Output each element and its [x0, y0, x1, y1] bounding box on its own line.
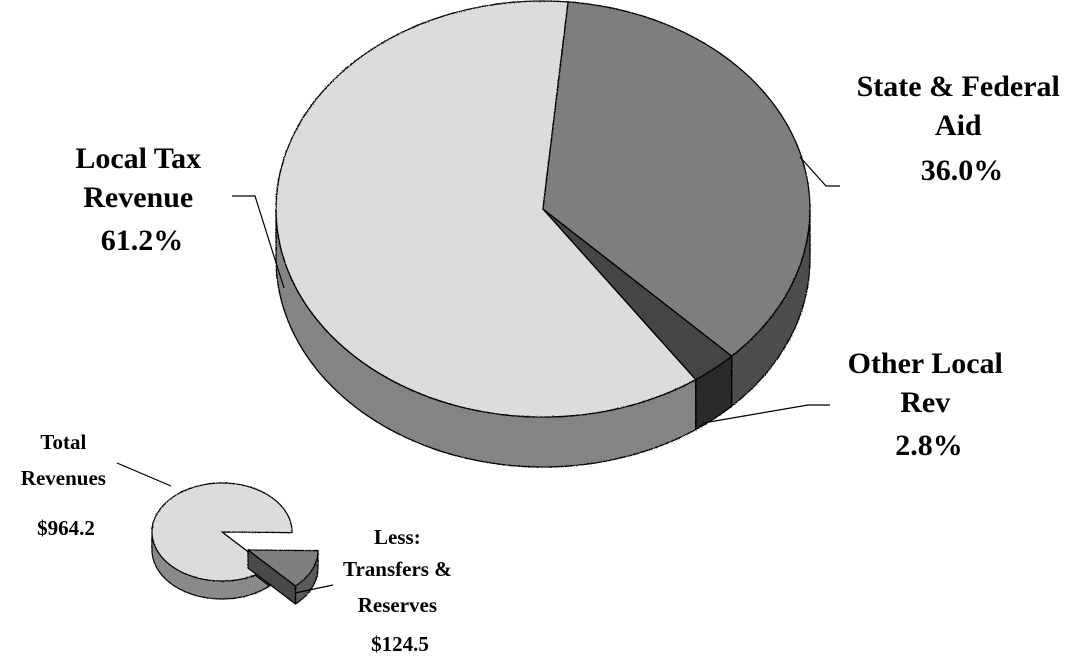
label-transfers-reserves: Less: Transfers & Reserves $124.5	[343, 525, 457, 656]
leader-line-other-local	[702, 404, 830, 424]
leader-line-state-federal	[799, 156, 840, 187]
leader-line-total-revenues	[116, 462, 172, 487]
slice-transfers-reserves	[247, 549, 319, 587]
slice-state-federal	[542, 1, 811, 357]
label-state-federal: State & Federal Aid 36.0%	[857, 70, 1068, 187]
leader-line-transfers	[294, 584, 334, 594]
slice-local-tax	[275, 0, 697, 418]
label-other-local: Other Local Rev 2.8%	[848, 347, 1011, 462]
small-pie	[151, 482, 319, 605]
label-local-tax: Local Tax Revenue 61.2%	[75, 142, 208, 257]
slice-other-local	[542, 208, 733, 381]
label-total-revenues: Total Revenues $964.2	[21, 430, 111, 540]
leader-lines	[116, 156, 840, 594]
main-pie	[275, 0, 811, 468]
slice-total-revenues	[151, 482, 293, 582]
leader-line-local-tax	[232, 195, 285, 289]
main-pie-tops	[275, 0, 811, 418]
